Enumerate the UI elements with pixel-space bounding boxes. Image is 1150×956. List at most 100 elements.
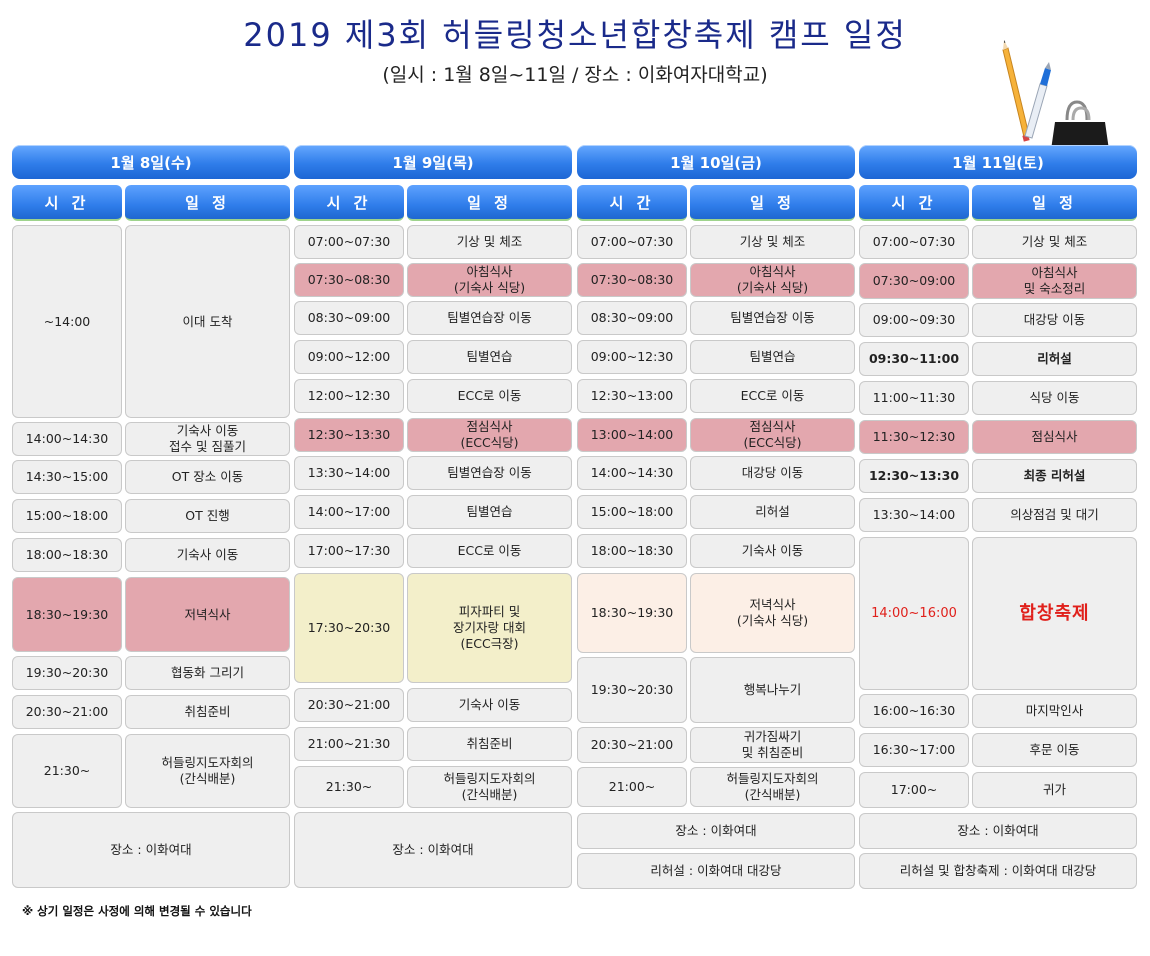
- time-cell: 08:30~09:00: [294, 301, 404, 335]
- day-header: 1월 8일(수): [12, 145, 290, 179]
- day-column-1: 1월 8일(수) 시 간 일 정 ~14:00 이대 도착 14:00~14:3…: [12, 145, 290, 890]
- event-cell: 리허설: [690, 495, 855, 529]
- event-cell: 취침준비: [125, 695, 290, 729]
- time-cell: 12:30~13:30: [294, 418, 404, 452]
- time-cell: 11:00~11:30: [859, 381, 969, 415]
- time-cell: 21:30~: [294, 766, 404, 808]
- location-footer: 장소 : 이화여대: [577, 813, 855, 849]
- time-cell: 12:30~13:00: [577, 379, 687, 413]
- event-cell: 팀별연습장 이동: [407, 301, 572, 335]
- time-cell: 20:30~21:00: [577, 727, 687, 763]
- event-cell: 팀별연습: [407, 495, 572, 529]
- time-cell: ~14:00: [12, 225, 122, 418]
- event-cell: 저녁식사: [125, 577, 290, 652]
- time-cell: 20:30~21:00: [294, 688, 404, 722]
- event-cell: 식당 이동: [972, 381, 1137, 415]
- time-cell: 09:00~12:30: [577, 340, 687, 374]
- time-cell: 20:30~21:00: [12, 695, 122, 729]
- time-cell: 21:30~: [12, 734, 122, 808]
- event-cell: 피자파티 및 장기자랑 대회 (ECC극장): [407, 573, 572, 683]
- time-cell: 17:00~: [859, 772, 969, 808]
- event-cell: 팀별연습: [690, 340, 855, 374]
- event-cell: 귀가짐싸기 및 취침준비: [690, 727, 855, 763]
- time-column-header: 시 간: [859, 185, 969, 221]
- schedule-column-header: 일 정: [972, 185, 1137, 221]
- rehearsal-location-footer: 리허설 및 합창축제 : 이화여대 대강당: [859, 853, 1137, 889]
- time-cell: 09:00~12:00: [294, 340, 404, 374]
- event-cell: 후문 이동: [972, 733, 1137, 767]
- event-cell: 대강당 이동: [972, 303, 1137, 337]
- time-cell: 13:30~14:00: [859, 498, 969, 532]
- event-cell: OT 장소 이동: [125, 460, 290, 494]
- day-column-3: 1월 10일(금) 시 간 일 정 07:00~07:30 기상 및 체조 07…: [577, 145, 855, 890]
- time-column-header: 시 간: [294, 185, 404, 221]
- schedule-column-header: 일 정: [690, 185, 855, 221]
- time-cell: 15:00~18:00: [577, 495, 687, 529]
- rehearsal-location-footer: 리허설 : 이화여대 대강당: [577, 853, 855, 889]
- time-cell: 13:00~14:00: [577, 418, 687, 452]
- event-cell: 팀별연습: [407, 340, 572, 374]
- time-cell: 07:00~07:30: [859, 225, 969, 259]
- event-cell: 의상점검 및 대기: [972, 498, 1137, 532]
- location-footer: 장소 : 이화여대: [859, 813, 1137, 849]
- location-footer: 장소 : 이화여대: [12, 812, 290, 888]
- time-cell: 08:30~09:00: [577, 301, 687, 335]
- page-subtitle: (일시 : 1월 8일~11일 / 장소 : 이화여자대학교): [382, 64, 768, 86]
- event-cell: 기숙사 이동: [407, 688, 572, 722]
- time-column-header: 시 간: [12, 185, 122, 221]
- time-cell: 18:30~19:30: [577, 573, 687, 653]
- event-cell: 대강당 이동: [690, 456, 855, 490]
- time-cell: 07:30~08:30: [294, 263, 404, 297]
- binder-clip-icon: [1051, 100, 1109, 150]
- event-cell: 점심식사 (ECC식당): [407, 418, 572, 452]
- time-cell: 07:30~08:30: [577, 263, 687, 297]
- time-cell: 21:00~: [577, 767, 687, 807]
- festival-time-cell: 14:00~16:00: [859, 537, 969, 690]
- day-column-2: 1월 9일(목) 시 간 일 정 07:00~07:30 기상 및 체조 07:…: [294, 145, 572, 890]
- time-cell: 18:30~19:30: [12, 577, 122, 652]
- day-header: 1월 9일(목): [294, 145, 572, 179]
- event-cell: 기숙사 이동: [125, 538, 290, 572]
- time-cell: 13:30~14:00: [294, 456, 404, 490]
- time-cell: 12:30~13:30: [859, 459, 969, 493]
- event-cell: 팀별연습장 이동: [407, 456, 572, 490]
- time-cell: 14:30~15:00: [12, 460, 122, 494]
- event-cell: 기상 및 체조: [972, 225, 1137, 259]
- stationery-decoration: [1002, 40, 1109, 150]
- event-cell: 점심식사: [972, 420, 1137, 454]
- page-title: 2019 제3회 허들링청소년합창축제 캠프 일정: [243, 16, 907, 54]
- time-cell: 16:30~17:00: [859, 733, 969, 767]
- event-cell: 아침식사 (기숙사 식당): [690, 263, 855, 297]
- time-cell: 15:00~18:00: [12, 499, 122, 533]
- time-cell: 14:00~14:30: [577, 456, 687, 490]
- pen-icon: [1024, 62, 1051, 139]
- event-cell: 아침식사 (기숙사 식당): [407, 263, 572, 297]
- time-cell: 07:30~09:00: [859, 263, 969, 299]
- time-cell: 17:00~17:30: [294, 534, 404, 568]
- event-cell: 기상 및 체조: [407, 225, 572, 259]
- event-cell: 아침식사 및 숙소정리: [972, 263, 1137, 299]
- day-header: 1월 10일(금): [577, 145, 855, 179]
- time-cell: 12:00~12:30: [294, 379, 404, 413]
- time-cell: 11:30~12:30: [859, 420, 969, 454]
- pencil-icon: [1002, 40, 1030, 142]
- event-cell: 허들링지도자회의 (간식배분): [407, 766, 572, 808]
- event-cell: 귀가: [972, 772, 1137, 808]
- time-cell: 19:30~20:30: [12, 656, 122, 690]
- schedule-column-header: 일 정: [407, 185, 572, 221]
- festival-event-cell: 합창축제: [972, 537, 1137, 690]
- event-cell: 취침준비: [407, 727, 572, 761]
- time-cell: 14:00~17:00: [294, 495, 404, 529]
- event-cell: 허들링지도자회의 (간식배분): [690, 767, 855, 807]
- event-cell: 리허설: [972, 342, 1137, 376]
- event-cell: 기숙사 이동 접수 및 짐풀기: [125, 422, 290, 456]
- time-cell: 19:30~20:30: [577, 657, 687, 723]
- event-cell: 행복나누기: [690, 657, 855, 723]
- time-cell: 17:30~20:30: [294, 573, 404, 683]
- time-cell: 09:30~11:00: [859, 342, 969, 376]
- event-cell: 마지막인사: [972, 694, 1137, 728]
- event-cell: 기상 및 체조: [690, 225, 855, 259]
- time-cell: 18:00~18:30: [12, 538, 122, 572]
- time-cell: 09:00~09:30: [859, 303, 969, 337]
- time-cell: 21:00~21:30: [294, 727, 404, 761]
